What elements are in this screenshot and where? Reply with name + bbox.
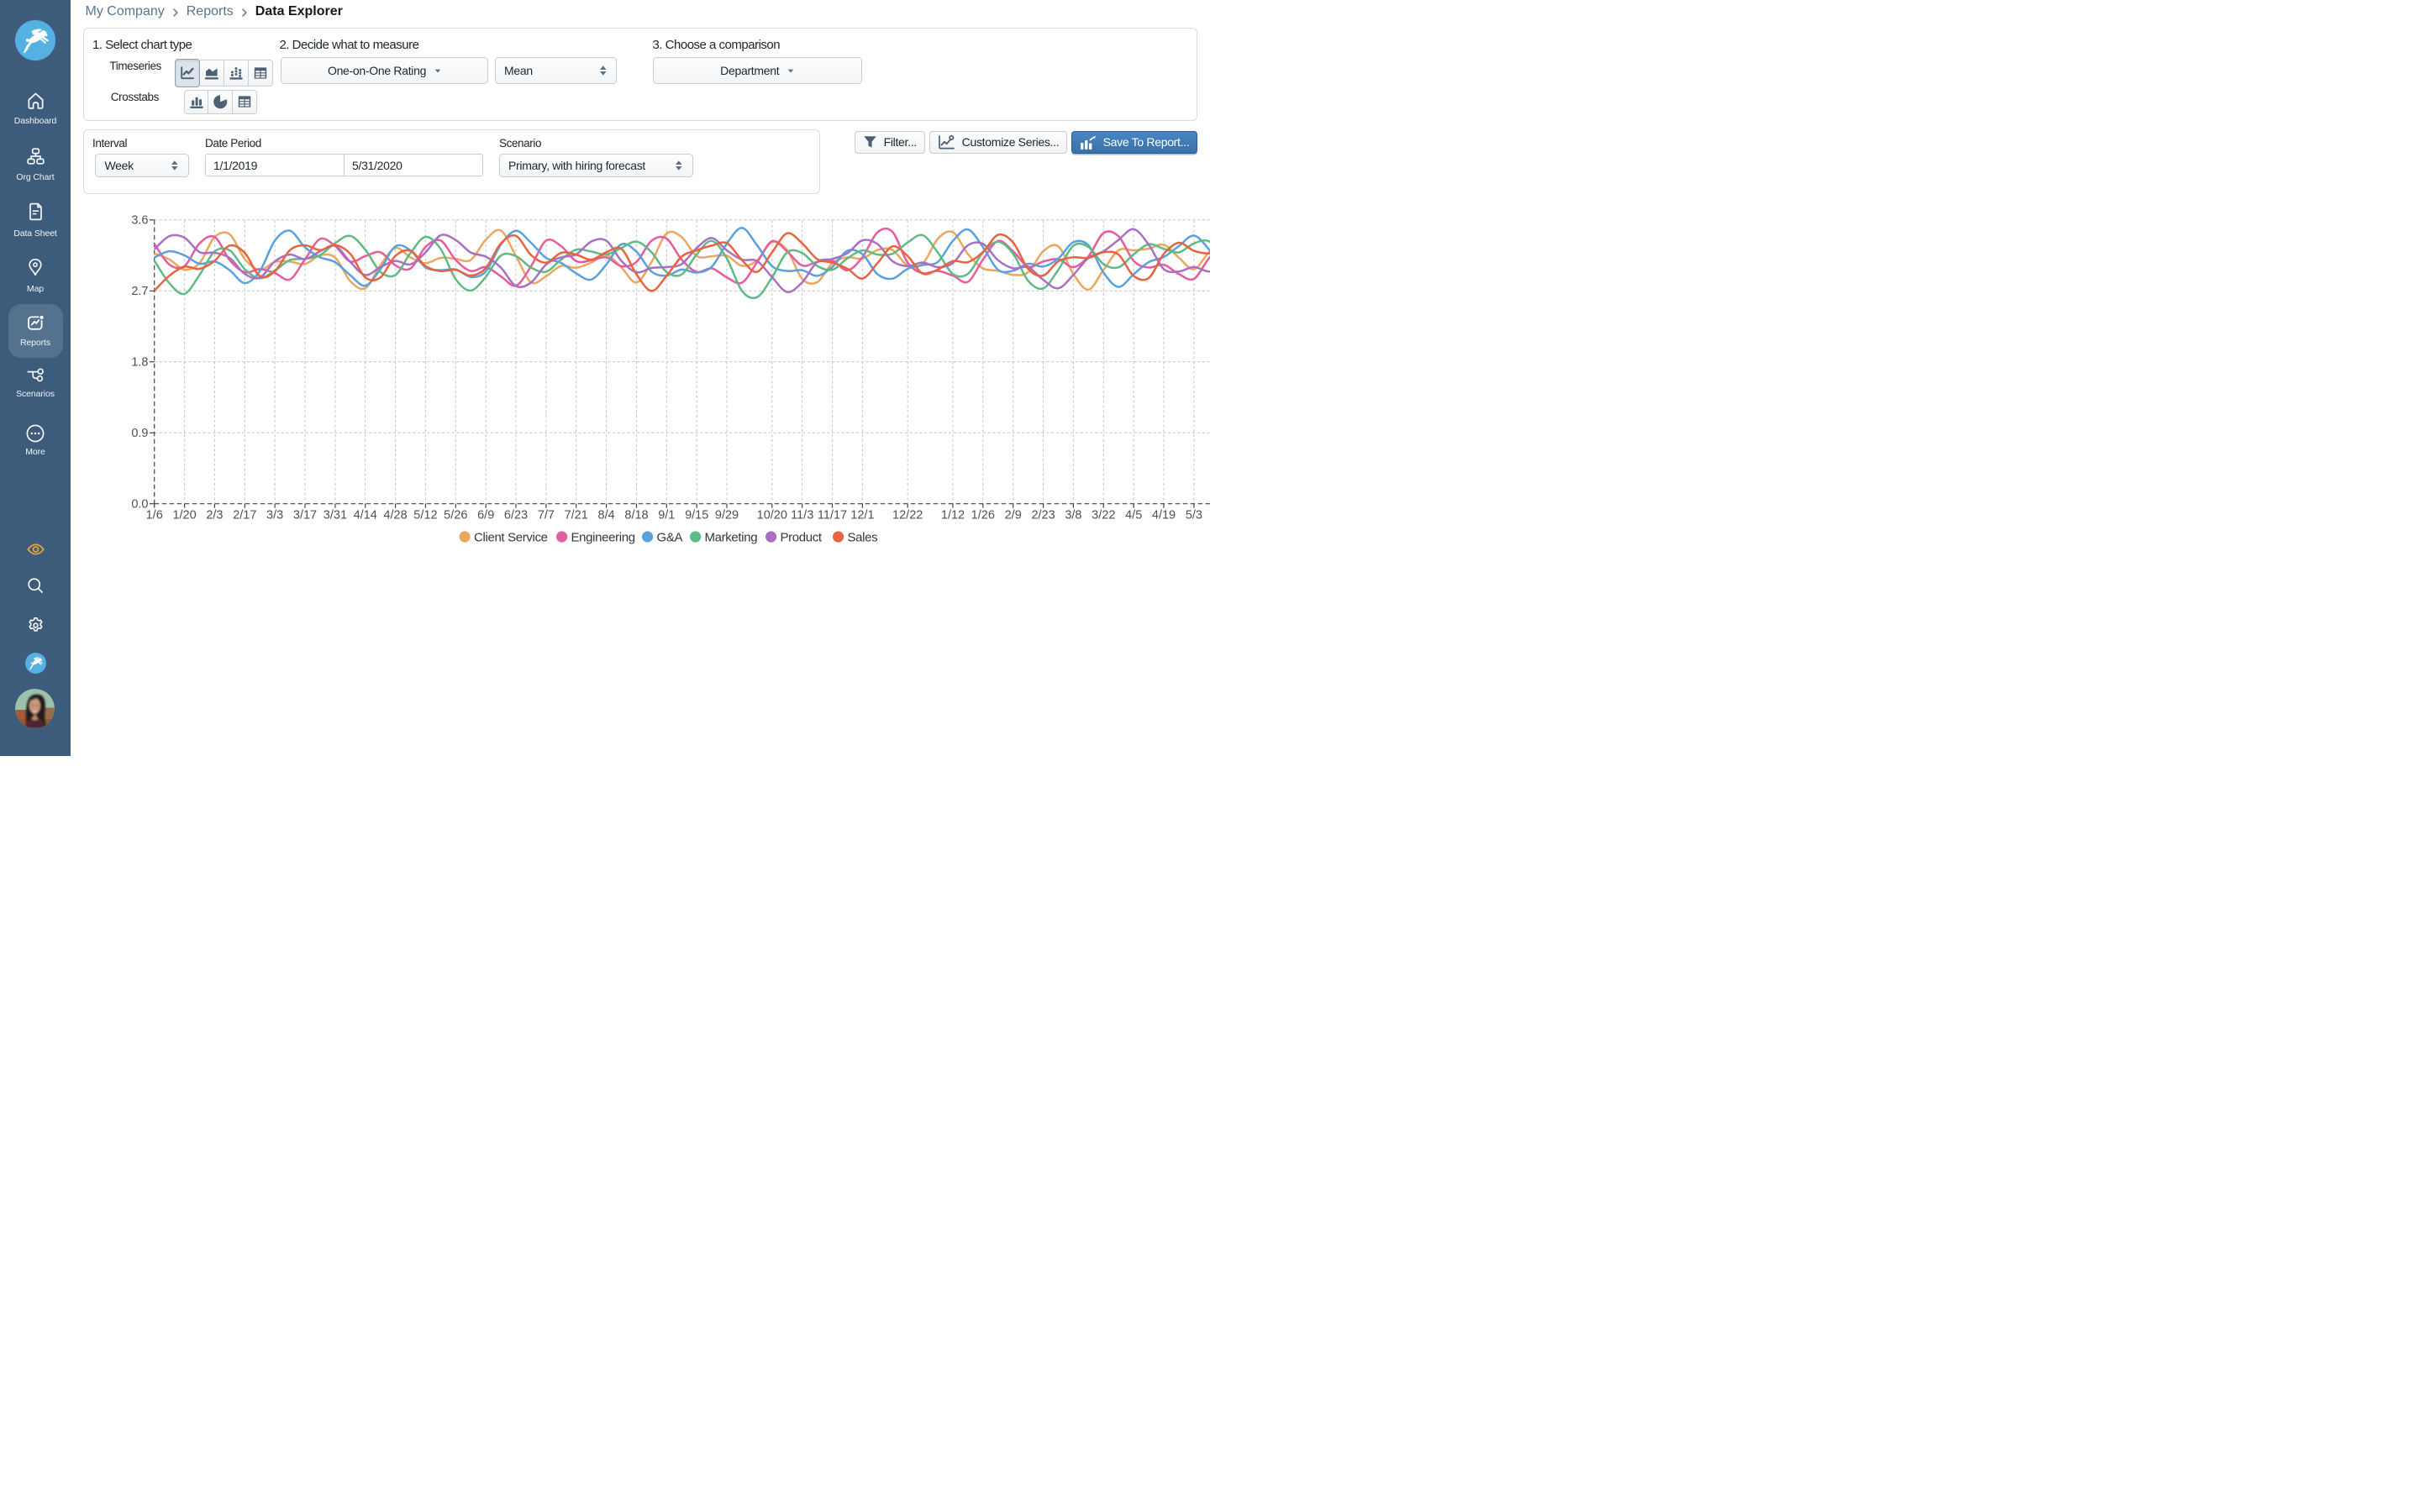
svg-text:1/12: 1/12 (941, 509, 965, 522)
svg-text:0.0: 0.0 (131, 497, 148, 511)
svg-text:Marketing: Marketing (705, 530, 758, 544)
svg-text:3/22: 3/22 (1092, 509, 1115, 522)
svg-text:2/23: 2/23 (1031, 509, 1055, 522)
svg-text:3/17: 3/17 (293, 509, 317, 522)
svg-text:9/1: 9/1 (658, 509, 675, 522)
svg-text:1/6: 1/6 (146, 509, 163, 522)
svg-text:Client Service: Client Service (474, 530, 548, 544)
svg-text:2/3: 2/3 (206, 509, 223, 522)
svg-text:7/7: 7/7 (538, 509, 555, 522)
svg-text:4/19: 4/19 (1152, 509, 1176, 522)
svg-text:5/12: 5/12 (413, 509, 437, 522)
svg-text:1/26: 1/26 (971, 509, 995, 522)
svg-text:2/9: 2/9 (1005, 509, 1022, 522)
svg-text:1/20: 1/20 (172, 509, 196, 522)
svg-text:0.9: 0.9 (131, 427, 148, 440)
svg-text:3/31: 3/31 (324, 509, 347, 522)
svg-text:2/17: 2/17 (233, 509, 256, 522)
svg-text:12/1: 12/1 (850, 509, 874, 522)
svg-text:3.6: 3.6 (131, 214, 148, 228)
svg-text:Engineering: Engineering (571, 530, 635, 544)
svg-text:2.7: 2.7 (131, 285, 148, 298)
svg-text:8/4: 8/4 (598, 509, 615, 522)
svg-text:7/21: 7/21 (565, 509, 588, 522)
svg-text:5/3: 5/3 (1186, 509, 1202, 522)
svg-text:9/29: 9/29 (715, 509, 739, 522)
svg-text:8/18: 8/18 (624, 509, 648, 522)
svg-text:10/20: 10/20 (757, 509, 787, 522)
svg-text:12/22: 12/22 (892, 509, 923, 522)
svg-text:9/15: 9/15 (685, 509, 708, 522)
svg-text:4/28: 4/28 (383, 509, 407, 522)
svg-text:11/3: 11/3 (791, 509, 813, 522)
svg-text:3/8: 3/8 (1065, 509, 1081, 522)
svg-text:11/17: 11/17 (818, 509, 847, 522)
svg-text:G&A: G&A (657, 530, 683, 544)
svg-text:Sales: Sales (848, 530, 878, 544)
svg-text:Product: Product (781, 530, 823, 544)
svg-text:4/14: 4/14 (354, 509, 377, 522)
svg-text:6/9: 6/9 (477, 509, 494, 522)
svg-text:4/5: 4/5 (1125, 509, 1142, 522)
svg-text:1.8: 1.8 (131, 355, 148, 369)
svg-text:3/3: 3/3 (266, 509, 283, 522)
svg-text:5/26: 5/26 (444, 509, 467, 522)
svg-text:6/23: 6/23 (504, 509, 528, 522)
